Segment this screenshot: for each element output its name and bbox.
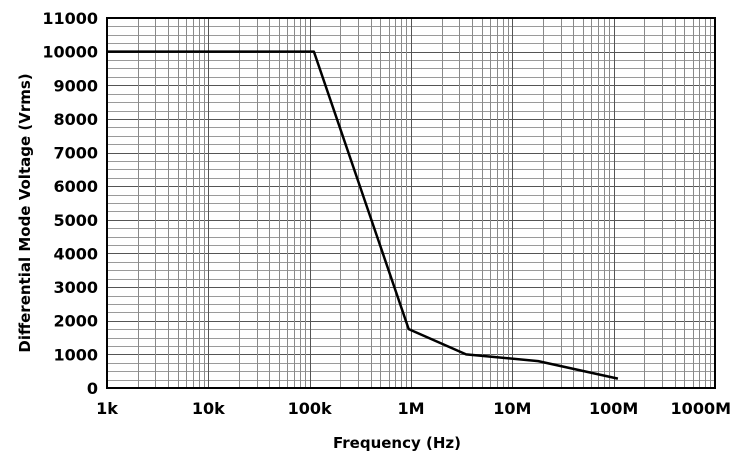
y-tick-label: 5000 [53,211,98,230]
y-tick-label: 10000 [42,43,98,62]
x-tick-label: 1M [397,399,424,418]
plot-frame [106,17,716,389]
series-layer [107,50,619,380]
y-tick-label: 8000 [53,110,98,129]
y-axis-title: Differential Mode Voltage (Vrms) [16,73,34,352]
y-tick-label: 7000 [53,144,98,163]
x-tick-label: 10M [493,399,531,418]
grid [107,18,715,389]
y-axis-ticks: 0 1000 2000 3000 4000 5000 6000 7000 8000 9000 100… [42,9,98,398]
x-tick-label: 100M [589,399,638,418]
x-tick-label: 1k [96,399,118,418]
y-tick-label: 0 [87,379,98,398]
series-line [107,50,619,380]
y-tick-label: 2000 [53,312,98,331]
y-tick-label: 3000 [53,278,98,297]
x-tick-label: 1000M [671,399,731,418]
x-axis-ticks: 1k 10k 100k 1M 10M 100M 1000M [96,399,731,418]
x-tick-label: 10k [192,399,225,418]
y-tick-label: 6000 [53,177,98,196]
y-tick-label: 1000 [53,345,98,364]
x-axis-title: Frequency (Hz) [333,434,461,452]
y-tick-label: 9000 [53,76,98,95]
y-tick-label: 4000 [53,244,98,263]
y-tick-label: 11000 [42,9,98,28]
x-tick-label: 100k [288,399,332,418]
